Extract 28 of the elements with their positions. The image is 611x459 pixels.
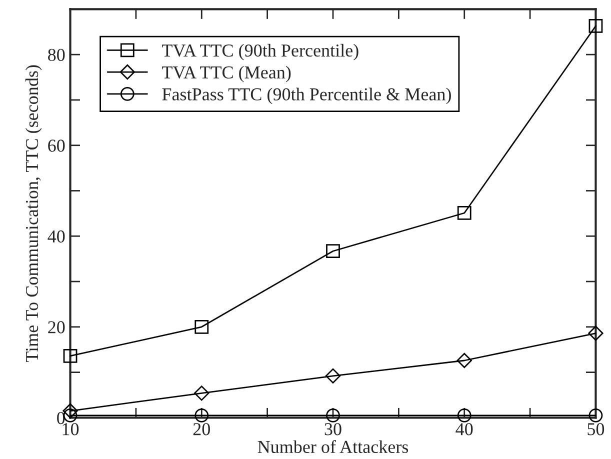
point <box>456 352 472 368</box>
point <box>325 368 341 384</box>
y-tick-label: 80 <box>48 48 65 62</box>
point <box>326 408 340 422</box>
legend-label: FastPass TTC (90th Percentile & Mean) <box>162 88 451 104</box>
x-axis-title: Number of Attackers <box>258 440 408 454</box>
point <box>194 408 209 422</box>
point <box>457 206 472 220</box>
x-tick-label: 40 <box>456 423 473 436</box>
legend-label: TVA TTC (90th Percentile) <box>162 44 358 60</box>
x-tick-label: 20 <box>193 423 210 436</box>
y-tick-label: 60 <box>48 140 65 152</box>
x-tick-label: 30 <box>324 423 342 436</box>
point <box>63 349 78 363</box>
point <box>457 408 472 422</box>
y-axis-title: Time To Communication, TTC (seconds) <box>25 65 42 362</box>
x-tick-label: 10 <box>62 423 79 436</box>
y-tick-label: 40 <box>48 230 65 243</box>
point <box>194 386 210 401</box>
point <box>588 19 603 33</box>
point <box>194 320 209 334</box>
point <box>588 326 604 341</box>
legend-label: TVA TTC (Mean) <box>162 66 291 82</box>
y-tick-label: 20 <box>48 321 65 334</box>
point <box>588 408 603 422</box>
point <box>63 408 78 422</box>
point <box>326 244 340 258</box>
x-tick-label: 50 <box>588 423 604 436</box>
